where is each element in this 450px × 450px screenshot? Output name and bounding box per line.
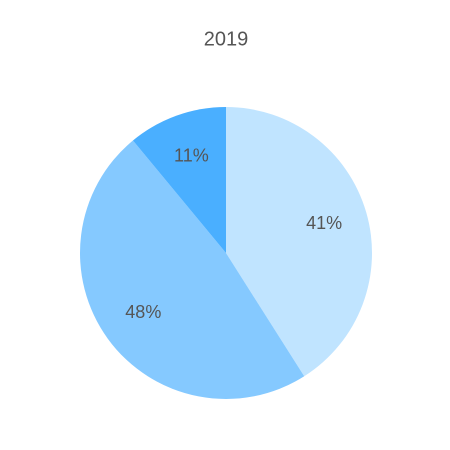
data-label: 11% [174,146,209,166]
pie-slice [79,140,305,400]
chart-title: 2019 [204,28,249,50]
data-label: 41% [306,213,342,233]
pie-slice [132,107,226,253]
data-label: 48% [125,302,161,322]
pie-slice [226,107,372,377]
